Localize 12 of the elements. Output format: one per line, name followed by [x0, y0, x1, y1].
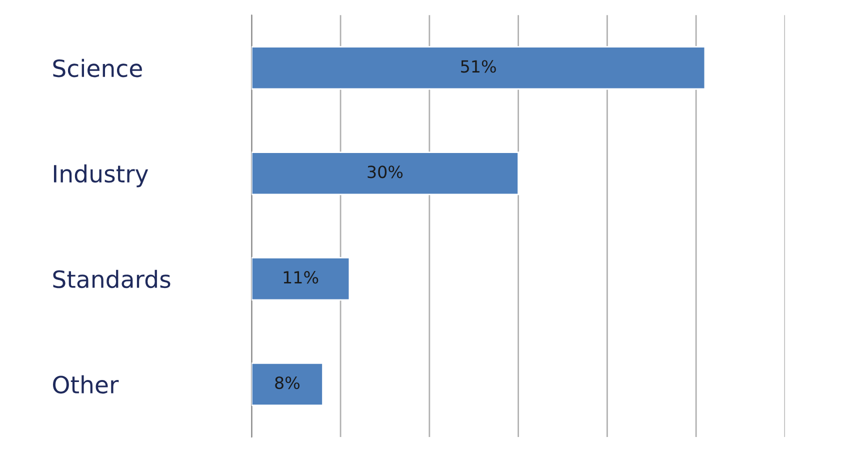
- bar: [252, 152, 520, 196]
- data-label: 30%: [368, 166, 403, 178]
- data-label: 8%: [275, 376, 300, 390]
- y-tick-label: Standards: [53, 270, 170, 288]
- data-label: 11%: [284, 271, 318, 284]
- bar: [252, 257, 350, 301]
- y-tick-label: Other: [52, 375, 119, 394]
- bar: [252, 46, 706, 90]
- bar: [252, 362, 324, 406]
- y-tick-label: Industry: [54, 164, 148, 188]
- y-tick-label: Science: [53, 58, 142, 78]
- data-label: 51%: [461, 60, 496, 73]
